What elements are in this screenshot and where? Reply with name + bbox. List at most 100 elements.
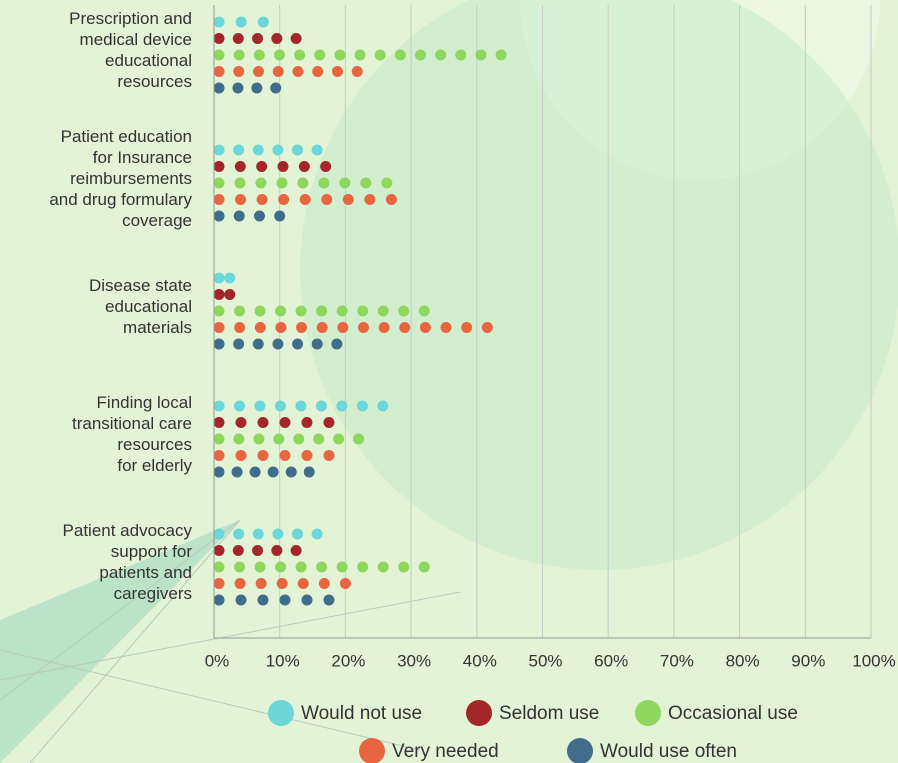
dot (213, 322, 225, 333)
dot (213, 338, 225, 350)
dot (252, 545, 264, 556)
dot (270, 82, 282, 94)
x-tick-label: 10% (266, 651, 300, 670)
dot (357, 561, 369, 573)
category-label: Patient education for Insurance reimburs… (49, 126, 192, 230)
legend-swatch (567, 738, 593, 763)
dot (398, 561, 410, 573)
dot (213, 289, 225, 300)
dot (295, 561, 307, 573)
dot (398, 305, 410, 317)
dot (318, 177, 330, 189)
dot (299, 194, 311, 205)
dot (276, 578, 288, 589)
dot (252, 338, 264, 350)
dot (377, 305, 389, 317)
dot (233, 528, 245, 540)
dot-row (213, 305, 430, 317)
dot (356, 400, 368, 412)
dot (301, 594, 313, 606)
dot (254, 305, 266, 317)
dot (418, 305, 430, 317)
dot-row (213, 433, 365, 445)
dot-row (213, 177, 393, 189)
dot (257, 16, 269, 28)
dot (279, 417, 291, 428)
dot (275, 561, 287, 573)
dot (357, 305, 369, 317)
dot (377, 400, 389, 412)
dot (272, 144, 284, 156)
dot (295, 400, 307, 412)
decor (520, 0, 880, 180)
dot (235, 417, 247, 428)
dot (233, 66, 245, 77)
dot (234, 161, 246, 172)
dot (271, 545, 283, 556)
legend-label: Occasional use (668, 703, 798, 724)
dot (267, 466, 279, 478)
dot (290, 545, 302, 556)
dot (213, 400, 225, 412)
dot (374, 49, 386, 61)
dot (301, 417, 313, 428)
dot-row (213, 194, 397, 205)
dot (252, 66, 264, 77)
dot (294, 49, 306, 61)
dot-row (213, 82, 282, 94)
dot (278, 194, 290, 205)
dot (235, 450, 247, 461)
dot (234, 561, 246, 573)
dot (235, 594, 247, 606)
dot (213, 177, 225, 189)
dot (232, 33, 244, 44)
dot (254, 400, 266, 412)
dot (213, 545, 225, 556)
dot (213, 433, 225, 445)
dot (235, 194, 247, 205)
dot (256, 194, 268, 205)
dot (323, 450, 335, 461)
dot (253, 210, 265, 222)
dot (297, 578, 309, 589)
dot (279, 594, 291, 606)
dot (213, 594, 225, 606)
dot (321, 194, 333, 205)
dot (339, 177, 351, 189)
dot (233, 210, 245, 222)
dot (252, 528, 264, 540)
dot (275, 305, 287, 317)
dot (279, 450, 291, 461)
dot (339, 578, 351, 589)
dot (255, 578, 267, 589)
dot-row (213, 417, 335, 428)
dot (353, 433, 365, 445)
dot (234, 578, 246, 589)
dot (342, 194, 354, 205)
dot (290, 33, 302, 44)
dot (360, 177, 372, 189)
dot (213, 578, 225, 589)
dot (320, 161, 332, 172)
dot (357, 322, 369, 333)
dot (318, 578, 330, 589)
dot (315, 400, 327, 412)
dot (394, 49, 406, 61)
legend-swatch (635, 700, 661, 726)
dot (272, 66, 284, 77)
dot (296, 322, 308, 333)
dot (364, 194, 376, 205)
x-tick-label: 70% (660, 651, 694, 670)
category-label: Prescription and medical device educatio… (69, 9, 192, 91)
dot-row (213, 545, 302, 556)
dot (249, 466, 261, 478)
dot (213, 305, 225, 317)
decor (0, 520, 240, 763)
dot (292, 144, 304, 156)
dot (276, 177, 288, 189)
dot (303, 466, 315, 478)
category-label: Patient advocacy support for patients an… (62, 521, 192, 603)
dot (272, 338, 284, 350)
